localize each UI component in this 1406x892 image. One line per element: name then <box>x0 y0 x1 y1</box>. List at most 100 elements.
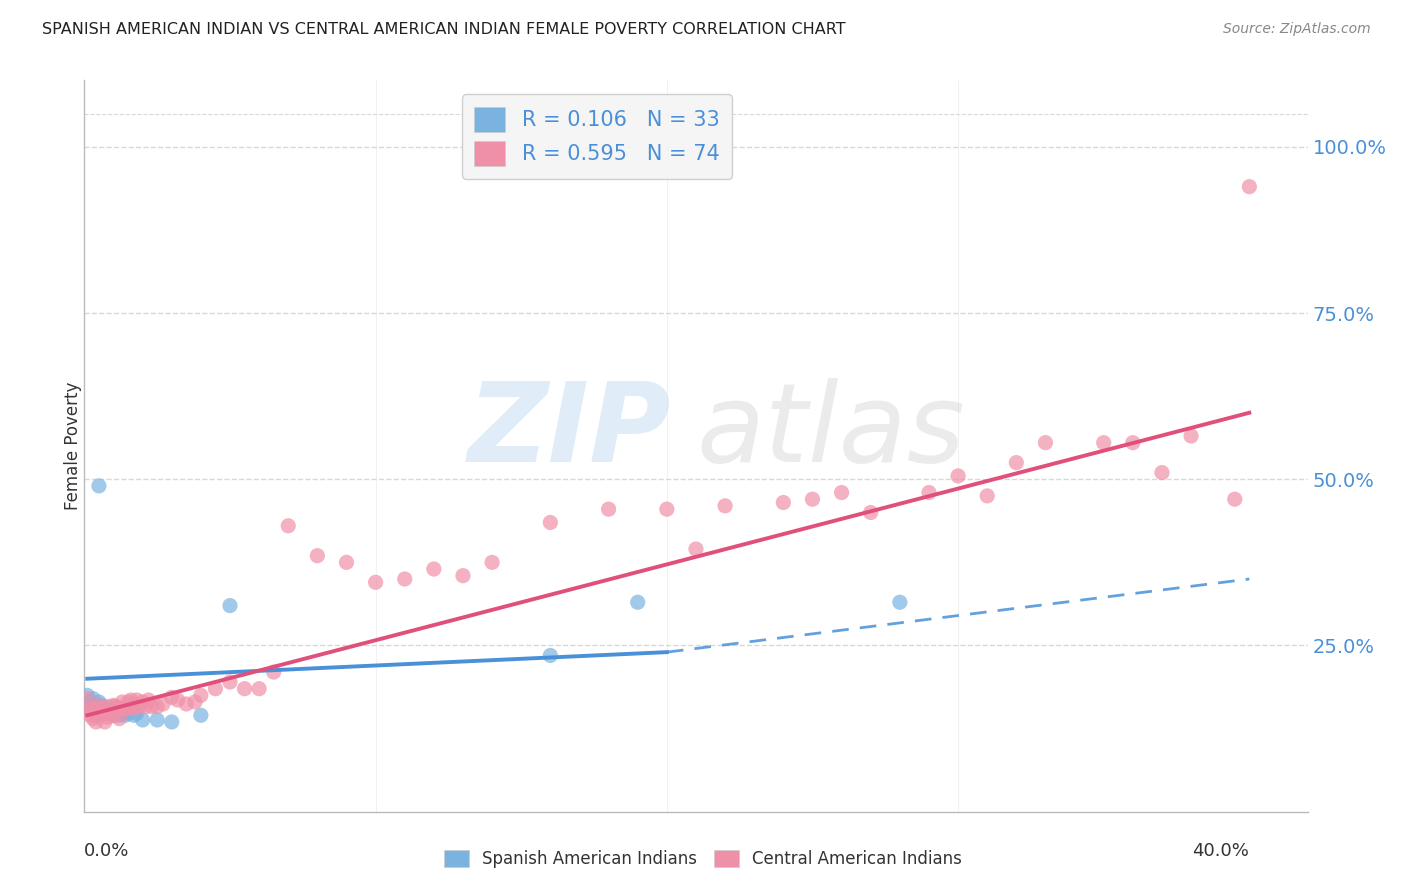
Point <box>1150 466 1173 480</box>
Point <box>111 706 134 721</box>
Point <box>772 495 794 509</box>
Point <box>190 708 212 723</box>
Point <box>87 701 110 715</box>
Point <box>108 712 131 726</box>
Point <box>146 713 169 727</box>
Point <box>82 698 104 713</box>
Point <box>128 699 150 714</box>
Point <box>125 693 148 707</box>
Point <box>82 701 104 715</box>
Y-axis label: Female Poverty: Female Poverty <box>65 382 82 510</box>
Point <box>152 697 174 711</box>
Legend: Spanish American Indians, Central American Indians: Spanish American Indians, Central Americ… <box>437 843 969 875</box>
Point <box>84 708 107 723</box>
Point <box>90 706 112 721</box>
Point <box>103 708 125 723</box>
Point <box>105 699 128 714</box>
Point <box>263 665 285 679</box>
Point <box>1092 435 1115 450</box>
Point <box>90 701 112 715</box>
Point <box>93 701 115 715</box>
Point <box>166 693 188 707</box>
Point <box>114 708 136 723</box>
Point <box>79 701 101 715</box>
Point <box>76 691 98 706</box>
Text: ZIP: ZIP <box>468 378 672 485</box>
Point <box>1239 179 1261 194</box>
Point <box>125 706 148 721</box>
Point <box>114 701 136 715</box>
Point <box>204 681 226 696</box>
Point <box>131 713 153 727</box>
Text: SPANISH AMERICAN INDIAN VS CENTRAL AMERICAN INDIAN FEMALE POVERTY CORRELATION CH: SPANISH AMERICAN INDIAN VS CENTRAL AMERI… <box>42 22 846 37</box>
Point <box>160 714 183 729</box>
Point <box>82 691 104 706</box>
Point <box>103 699 125 714</box>
Point <box>97 699 120 714</box>
Point <box>122 697 145 711</box>
Point <box>79 708 101 723</box>
Point <box>84 705 107 719</box>
Point <box>307 549 329 563</box>
Point <box>100 706 122 721</box>
Point <box>889 595 911 609</box>
Point <box>714 499 737 513</box>
Point <box>190 689 212 703</box>
Point <box>120 693 142 707</box>
Point <box>918 485 941 500</box>
Point <box>801 492 824 507</box>
Point <box>90 698 112 713</box>
Point <box>82 712 104 726</box>
Point <box>79 701 101 715</box>
Point <box>451 568 474 582</box>
Point <box>108 708 131 723</box>
Point <box>117 701 139 715</box>
Point <box>364 575 387 590</box>
Point <box>103 708 125 723</box>
Point <box>76 689 98 703</box>
Point <box>277 518 299 533</box>
Point <box>97 710 120 724</box>
Point <box>160 690 183 705</box>
Point <box>423 562 446 576</box>
Point <box>859 506 882 520</box>
Point <box>976 489 998 503</box>
Point <box>117 706 139 721</box>
Point <box>538 648 561 663</box>
Point <box>146 699 169 714</box>
Point <box>394 572 416 586</box>
Point <box>122 708 145 723</box>
Point <box>138 693 160 707</box>
Text: 40.0%: 40.0% <box>1192 842 1250 860</box>
Text: Source: ZipAtlas.com: Source: ZipAtlas.com <box>1223 22 1371 37</box>
Point <box>93 714 115 729</box>
Point <box>1180 429 1202 443</box>
Point <box>1122 435 1144 450</box>
Point <box>174 697 197 711</box>
Point <box>627 595 650 609</box>
Point <box>141 699 163 714</box>
Point <box>946 469 969 483</box>
Point <box>1005 456 1028 470</box>
Point <box>219 675 242 690</box>
Point <box>93 706 115 721</box>
Point <box>481 555 503 569</box>
Point <box>87 479 110 493</box>
Point <box>122 701 145 715</box>
Text: 0.0%: 0.0% <box>84 842 129 860</box>
Point <box>335 555 357 569</box>
Point <box>135 699 157 714</box>
Text: atlas: atlas <box>696 378 965 485</box>
Point <box>84 714 107 729</box>
Point <box>831 485 853 500</box>
Point <box>103 698 125 713</box>
Point <box>1035 435 1057 450</box>
Point <box>87 698 110 713</box>
Point <box>105 705 128 719</box>
Point <box>79 695 101 709</box>
Point <box>87 708 110 723</box>
Point <box>131 695 153 709</box>
Point <box>100 706 122 721</box>
Point <box>117 695 139 709</box>
Point <box>93 706 115 721</box>
